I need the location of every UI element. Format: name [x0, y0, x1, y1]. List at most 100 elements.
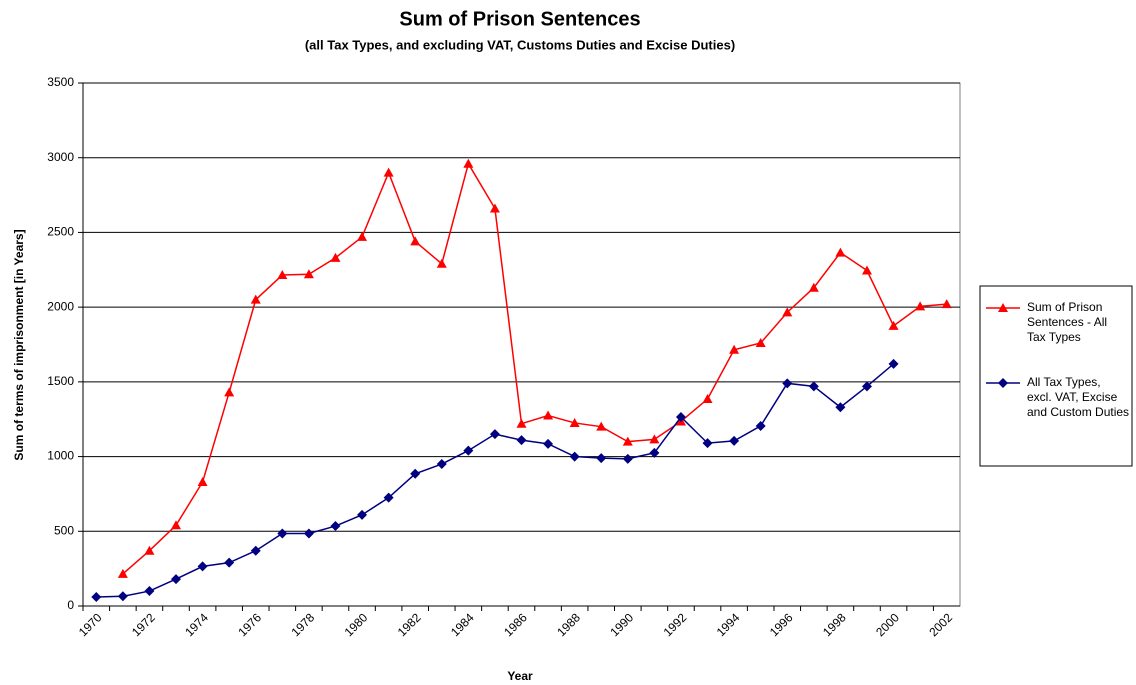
marker [303, 528, 314, 539]
marker [941, 299, 952, 309]
marker [649, 434, 660, 444]
marker [516, 435, 527, 446]
marker [330, 521, 341, 532]
marker [998, 378, 1008, 388]
x-tick-label: 1992 [661, 610, 690, 639]
x-tick-label: 1990 [607, 610, 636, 639]
marker [410, 468, 421, 479]
marker [197, 476, 208, 486]
x-tick-label: 2002 [926, 610, 955, 639]
marker [489, 429, 500, 440]
marker [489, 203, 500, 213]
marker [888, 320, 899, 330]
x-tick-label: 1970 [76, 610, 105, 639]
marker [463, 158, 474, 168]
marker [782, 378, 793, 389]
x-tick-label: 1972 [129, 610, 158, 639]
x-tick-label: 1988 [554, 610, 583, 639]
marker [835, 247, 846, 257]
marker [569, 417, 580, 427]
legend-label: Sum of Prison Sentences - All Tax Types [1027, 300, 1107, 344]
marker [117, 568, 128, 578]
marker [998, 303, 1008, 312]
marker [436, 459, 447, 470]
legend: Sum of Prison Sentences - All Tax Types All… [979, 285, 1133, 467]
marker [596, 421, 607, 431]
marker [569, 451, 580, 462]
series-line [122, 161, 947, 575]
x-tick-label: 1998 [820, 610, 849, 639]
x-tick-label: 1986 [501, 610, 530, 639]
marker [463, 445, 474, 456]
x-tick-label: 1974 [182, 610, 211, 639]
y-tick-label: 1500 [47, 374, 74, 388]
marker [543, 410, 554, 420]
marker [171, 520, 182, 530]
marker [543, 438, 554, 449]
marker [675, 411, 686, 422]
x-tick-label: 1994 [714, 610, 743, 639]
marker [117, 591, 128, 602]
marker [144, 545, 155, 555]
y-tick-label: 3000 [47, 150, 74, 164]
marker [888, 358, 899, 369]
marker [330, 252, 341, 262]
chart-title: Sum of Prison Sentences [399, 8, 640, 30]
x-tick-label: 1976 [235, 610, 264, 639]
marker [303, 269, 314, 279]
x-tick-label: 1978 [288, 610, 317, 639]
marker [171, 574, 182, 585]
x-tick-label: 1984 [448, 610, 477, 639]
marker [436, 258, 447, 268]
marker [91, 592, 102, 603]
x-axis-label: Year [507, 669, 533, 683]
marker [277, 528, 288, 539]
marker [144, 586, 155, 597]
x-tick-label: 1982 [395, 610, 424, 639]
marker [383, 167, 394, 177]
y-tick-label: 500 [54, 523, 74, 537]
marker [357, 231, 368, 241]
marker [808, 282, 819, 292]
x-tick-label: 1996 [767, 610, 796, 639]
marker [277, 270, 288, 280]
marker [250, 545, 261, 556]
marker [516, 418, 527, 428]
marker [357, 509, 368, 520]
legend-label: All Tax Types, excl. VAT, Excise and Custo… [1027, 375, 1129, 419]
marker [702, 438, 713, 449]
marker [861, 381, 872, 392]
y-tick-label: 1000 [47, 449, 74, 463]
y-axis-label: Sum of terms of imprisonment [in Years] [12, 229, 26, 460]
marker [622, 453, 633, 464]
marker [224, 387, 235, 397]
marker [383, 492, 394, 503]
legend-box [979, 285, 1133, 467]
y-tick-label: 2500 [47, 225, 74, 239]
marker [808, 381, 819, 392]
marker [649, 447, 660, 458]
y-tick-label: 3500 [47, 75, 74, 89]
marker [702, 394, 713, 404]
x-tick-label: 1980 [342, 610, 371, 639]
marker [861, 265, 872, 275]
marker [755, 338, 766, 348]
marker [729, 344, 740, 354]
marker [596, 453, 607, 464]
marker [224, 557, 235, 568]
chart-subtitle: (all Tax Types, and excluding VAT, Custo… [305, 37, 735, 52]
y-tick-label: 2000 [47, 299, 74, 313]
marker [622, 436, 633, 446]
marker [197, 561, 208, 572]
marker [729, 435, 740, 446]
marker [755, 420, 766, 431]
marker [915, 301, 926, 311]
plot-area [82, 82, 961, 607]
marker [250, 294, 261, 304]
marker [410, 236, 421, 246]
marker [782, 307, 793, 317]
y-tick-label: 0 [67, 598, 74, 612]
x-tick-label: 2000 [873, 610, 902, 639]
marker [835, 402, 846, 413]
